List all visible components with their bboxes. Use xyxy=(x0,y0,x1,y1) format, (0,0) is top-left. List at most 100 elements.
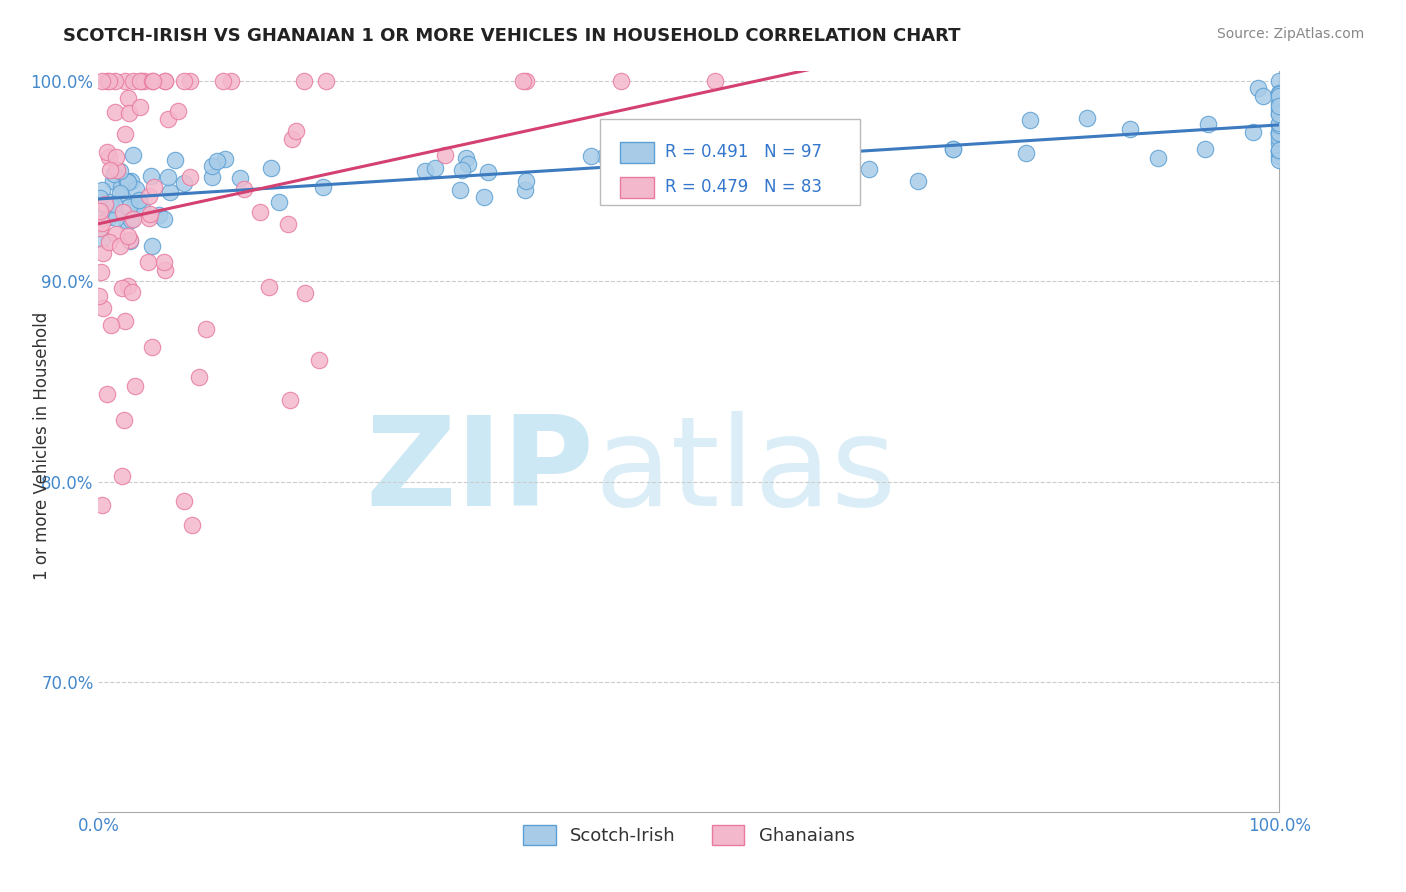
Point xyxy=(117,229,139,244)
Point xyxy=(257,280,280,294)
Point xyxy=(98,162,121,177)
Point xyxy=(1268,87,1291,102)
Point xyxy=(1268,145,1291,159)
Point xyxy=(139,169,162,184)
Point xyxy=(1268,95,1291,110)
Point xyxy=(741,161,763,175)
Point xyxy=(98,195,121,210)
Point xyxy=(1268,131,1291,145)
Point xyxy=(136,255,159,269)
Point xyxy=(1268,102,1291,116)
FancyBboxPatch shape xyxy=(600,120,860,204)
Point xyxy=(1268,99,1291,113)
FancyBboxPatch shape xyxy=(620,142,654,162)
Point xyxy=(103,167,125,181)
Point xyxy=(219,74,242,88)
Point xyxy=(138,211,160,225)
Point xyxy=(173,176,195,190)
Legend: Scotch-Irish, Ghanaians: Scotch-Irish, Ghanaians xyxy=(515,815,863,855)
Point xyxy=(90,183,112,197)
Point xyxy=(643,183,665,197)
Point xyxy=(1268,125,1291,139)
Point xyxy=(308,353,330,368)
Point xyxy=(1118,122,1140,136)
Point xyxy=(91,246,114,260)
Point xyxy=(1268,118,1291,132)
Point xyxy=(124,379,146,393)
Point xyxy=(1019,113,1042,128)
Point xyxy=(1268,144,1291,158)
Point xyxy=(118,106,141,120)
Point xyxy=(117,278,139,293)
Point xyxy=(89,221,111,235)
Point xyxy=(433,148,456,162)
Point xyxy=(267,194,290,209)
Text: R = 0.491   N = 97: R = 0.491 N = 97 xyxy=(665,144,823,161)
Point xyxy=(114,74,136,88)
Point xyxy=(142,180,165,194)
Point xyxy=(449,182,471,196)
Point xyxy=(122,212,145,227)
Point xyxy=(229,170,252,185)
Point xyxy=(129,74,152,88)
Point xyxy=(281,131,304,145)
Point xyxy=(1015,145,1038,160)
Point xyxy=(111,281,134,295)
Point xyxy=(249,205,271,219)
Point xyxy=(477,164,499,178)
Point xyxy=(616,161,638,175)
Point xyxy=(515,174,537,188)
Point xyxy=(103,174,125,188)
Point xyxy=(207,154,229,169)
Text: SCOTCH-IRISH VS GHANAIAN 1 OR MORE VEHICLES IN HOUSEHOLD CORRELATION CHART: SCOTCH-IRISH VS GHANAIAN 1 OR MORE VEHIC… xyxy=(63,27,960,45)
Point xyxy=(94,198,117,212)
Point xyxy=(1194,142,1216,156)
Point xyxy=(942,142,965,156)
Point xyxy=(105,211,128,225)
Point xyxy=(131,201,153,215)
Point xyxy=(1146,151,1168,165)
Point xyxy=(858,161,880,176)
Point xyxy=(450,162,472,177)
Point xyxy=(110,469,132,483)
Point xyxy=(1268,86,1291,100)
Point xyxy=(104,104,127,119)
Point xyxy=(114,212,136,227)
Point xyxy=(141,340,163,354)
Point xyxy=(91,74,114,88)
Point xyxy=(153,212,176,227)
Point xyxy=(1268,126,1291,140)
Point xyxy=(108,164,131,178)
Point xyxy=(425,161,447,175)
Point xyxy=(472,190,495,204)
Point xyxy=(593,149,616,163)
Point xyxy=(120,174,142,188)
Point xyxy=(117,91,139,105)
Point xyxy=(512,74,534,88)
Point xyxy=(121,74,143,88)
Point xyxy=(96,386,118,401)
Point xyxy=(173,74,195,88)
Text: R = 0.479   N = 83: R = 0.479 N = 83 xyxy=(665,178,823,196)
Point xyxy=(90,216,112,230)
Point xyxy=(624,169,647,183)
Point xyxy=(93,197,115,211)
Point xyxy=(110,186,132,200)
Point xyxy=(1268,136,1291,150)
Point xyxy=(148,208,170,222)
Point xyxy=(1243,125,1265,139)
Point xyxy=(214,152,236,166)
Point xyxy=(98,210,121,224)
Point xyxy=(1247,81,1270,95)
Point xyxy=(141,239,163,253)
Point xyxy=(105,163,128,178)
Point xyxy=(413,163,436,178)
Text: Source: ZipAtlas.com: Source: ZipAtlas.com xyxy=(1216,27,1364,41)
Point xyxy=(120,213,142,227)
Point xyxy=(89,204,111,219)
Point xyxy=(515,183,537,197)
Point xyxy=(515,74,537,88)
Point xyxy=(124,196,146,211)
Point xyxy=(1268,107,1291,121)
Point xyxy=(1268,148,1291,162)
